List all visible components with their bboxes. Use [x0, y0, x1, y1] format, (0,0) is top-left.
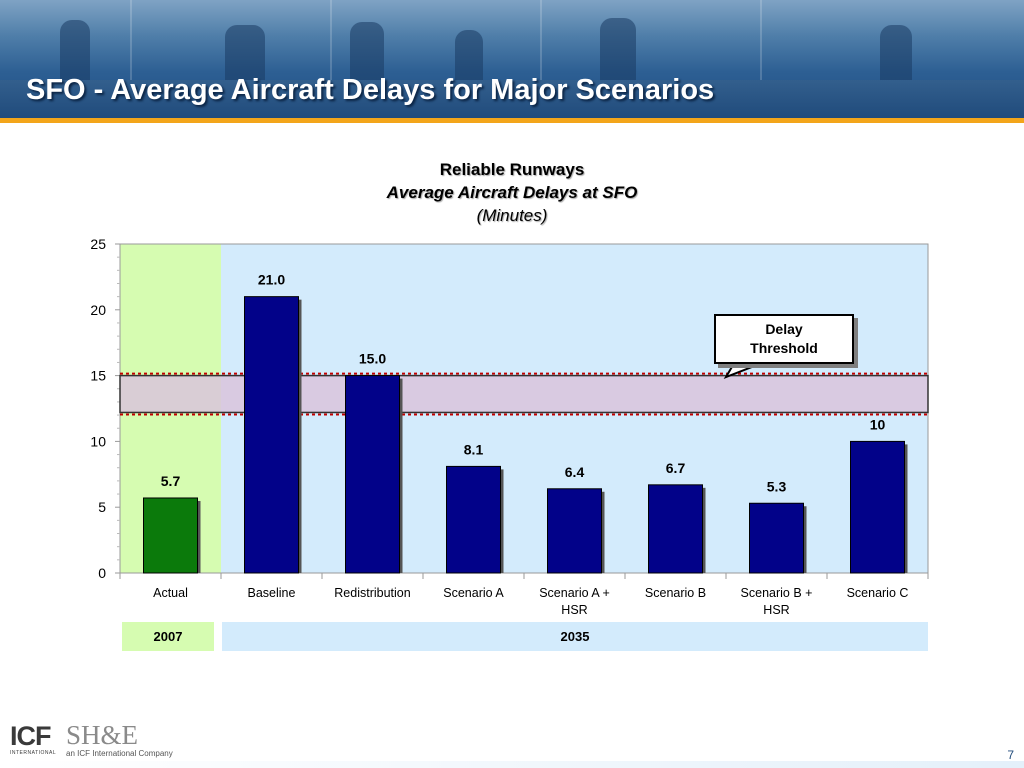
x-category-label: HSR — [763, 603, 789, 617]
bar-value-label: 15.0 — [359, 351, 386, 367]
y-tick-label: 5 — [98, 499, 106, 515]
traveler-silhouette — [455, 30, 483, 80]
x-category-label: Scenario A — [443, 586, 504, 600]
window-frame — [760, 0, 762, 120]
she-logo-sub: an ICF International Company — [66, 749, 173, 758]
bar-value-label: 10 — [870, 416, 886, 432]
threshold-band — [119, 374, 929, 414]
chart-subtitle: Average Aircraft Delays at SFO — [386, 183, 638, 202]
bar — [345, 375, 400, 574]
chart-title-block: Reliable Runways Average Aircraft Delays… — [0, 158, 1024, 227]
banner-floor — [0, 80, 1024, 120]
bar — [244, 296, 299, 574]
traveler-silhouette — [225, 25, 265, 80]
x-category-label: Scenario C — [847, 586, 909, 600]
x-category-label: Scenario A + — [539, 586, 610, 600]
traveler-silhouette — [880, 25, 912, 80]
period-2007-text: 2007 — [153, 629, 183, 644]
title-banner: SFO - Average Aircraft Delays for Major … — [0, 0, 1024, 120]
bar — [648, 484, 703, 574]
bar — [143, 497, 198, 574]
bar — [850, 440, 905, 574]
callout-line-2: Threshold — [750, 340, 818, 356]
she-logo-mark: SH&E — [66, 720, 139, 750]
bar — [446, 465, 501, 574]
bar-value-label: 21.0 — [258, 272, 285, 288]
bar-value-label: 6.7 — [666, 460, 686, 476]
period-label-2007: 2007 — [122, 622, 214, 651]
y-tick-label: 0 — [98, 565, 106, 581]
title-rule — [0, 118, 1024, 123]
window-frame — [130, 0, 132, 120]
y-tick-label: 15 — [90, 368, 106, 384]
traveler-silhouette — [350, 22, 384, 80]
y-tick-label: 25 — [90, 236, 106, 252]
y-tick-label: 10 — [90, 433, 106, 449]
traveler-silhouette — [600, 18, 636, 80]
icf-logo-mark: ICF — [10, 721, 52, 751]
x-category-label: Redistribution — [334, 586, 410, 600]
x-category-label: Actual — [153, 586, 188, 600]
page-number: 7 — [1007, 748, 1014, 762]
x-category-label: Baseline — [248, 586, 296, 600]
period-label-2035: 2035 — [222, 622, 928, 651]
bar-value-label: 5.7 — [161, 473, 181, 489]
bar — [749, 502, 804, 574]
bar-value-label: 8.1 — [464, 441, 484, 457]
she-logo: SH&E an ICF International Company — [66, 721, 173, 758]
traveler-silhouette — [60, 20, 90, 80]
footer-band — [0, 761, 1024, 768]
y-tick-label: 20 — [90, 302, 106, 318]
bar-value-label: 5.3 — [767, 478, 787, 494]
x-category-label: HSR — [561, 603, 587, 617]
chart-title: Reliable Runways — [439, 160, 585, 179]
icf-logo: ICF INTERNATIONAL — [10, 721, 57, 756]
x-category-label: Scenario B — [645, 586, 706, 600]
window-frame — [330, 0, 332, 120]
icf-logo-sub: INTERNATIONAL — [10, 750, 57, 756]
delay-threshold-callout: Delay Threshold — [714, 314, 854, 364]
chart-units: (Minutes) — [476, 206, 548, 225]
slide-title: SFO - Average Aircraft Delays for Major … — [26, 74, 715, 106]
bar-value-label: 6.4 — [565, 464, 585, 480]
period-2035-text: 2035 — [560, 629, 590, 644]
x-category-label: Scenario B + — [741, 586, 813, 600]
bar — [547, 488, 602, 574]
window-frame — [540, 0, 542, 120]
callout-line-1: Delay — [765, 321, 803, 337]
